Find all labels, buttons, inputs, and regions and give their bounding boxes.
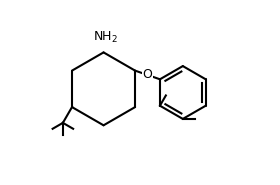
Text: O: O	[143, 68, 153, 81]
Text: NH$_2$: NH$_2$	[93, 30, 118, 45]
